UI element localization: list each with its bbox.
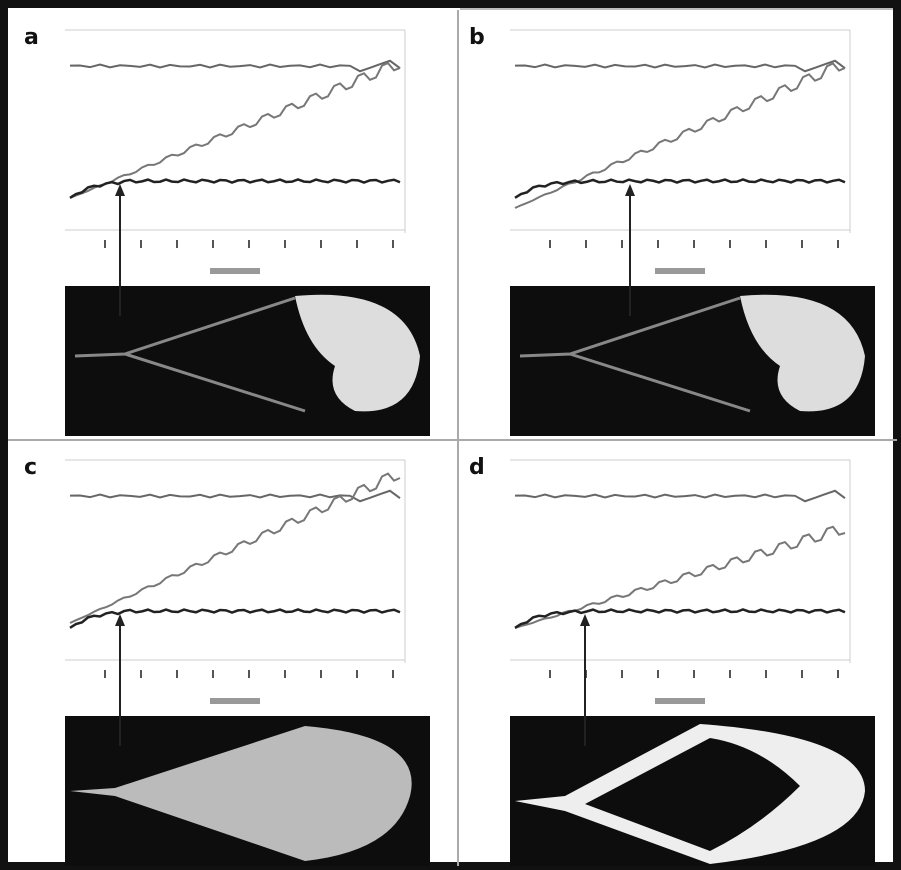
curve-rise — [69, 472, 401, 624]
sample-lines — [74, 296, 306, 413]
axis-title — [655, 698, 705, 704]
panel: a — [24, 25, 430, 436]
axis-title — [655, 268, 705, 274]
arrow-head — [115, 184, 125, 196]
curve-bottom — [514, 608, 846, 629]
curve-top — [514, 489, 846, 503]
panel: c — [24, 455, 430, 866]
panel: d — [469, 455, 875, 866]
curve-rise — [514, 62, 846, 209]
sample-blob — [740, 294, 865, 412]
curve-top — [514, 59, 846, 73]
panel: b — [469, 25, 875, 436]
curve-bottom — [69, 178, 401, 199]
sample-blob — [295, 294, 420, 412]
axis-title — [210, 268, 260, 274]
curve-bottom — [69, 608, 401, 629]
sample-inner — [585, 738, 800, 851]
panel-label: b — [469, 25, 485, 50]
arrow-head — [115, 614, 125, 626]
image — [510, 716, 875, 866]
panels: a b c d — [24, 25, 875, 866]
sample — [70, 726, 412, 861]
arrow-head — [580, 614, 590, 626]
panel-label: a — [24, 25, 39, 50]
curve-bottom — [514, 178, 846, 199]
panel-label: d — [469, 455, 485, 480]
arrow-head — [625, 184, 635, 196]
image — [510, 286, 875, 436]
image — [65, 716, 430, 866]
panel-label: c — [24, 455, 37, 480]
curve-top — [69, 489, 401, 503]
curve-rise — [69, 61, 401, 199]
sample-lines — [519, 296, 751, 413]
image — [65, 286, 430, 436]
curve-top — [69, 59, 401, 73]
axis-title — [210, 698, 260, 704]
